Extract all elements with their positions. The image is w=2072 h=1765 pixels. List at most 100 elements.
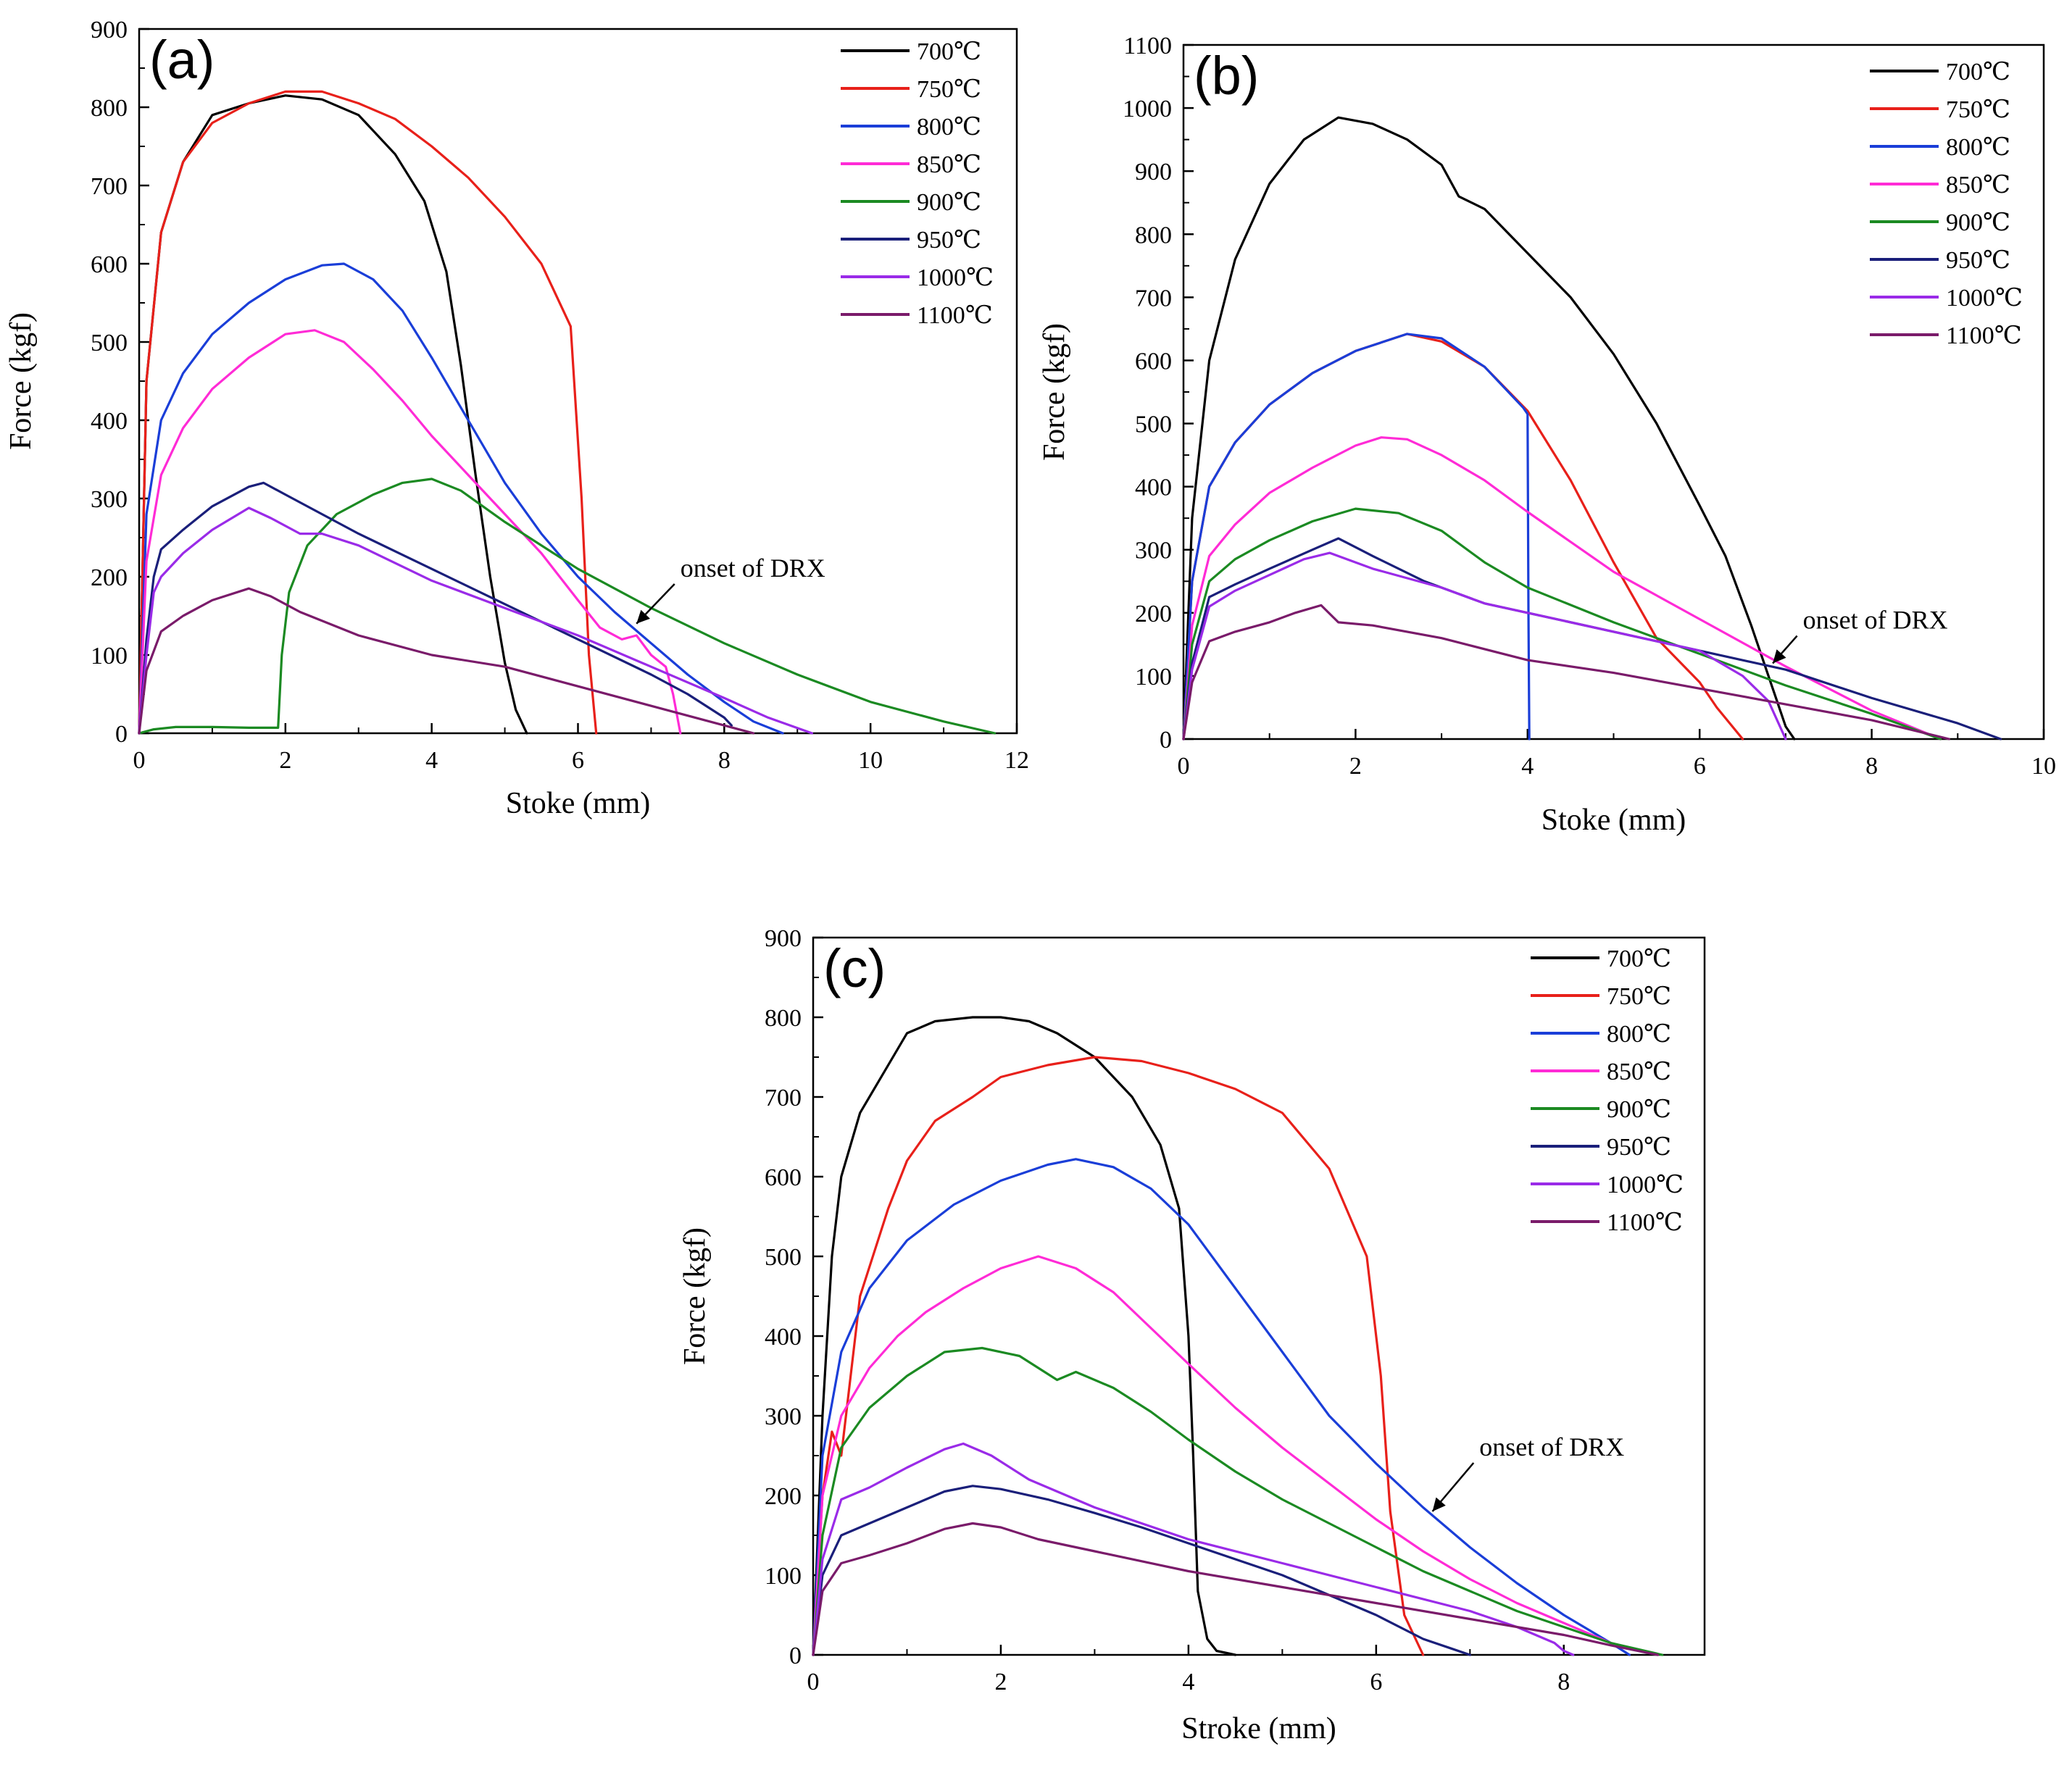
y-tick-label: 200 [1135, 601, 1172, 627]
y-tick-label: 0 [115, 721, 128, 748]
annotation-onset-drx: onset of DRX [681, 554, 825, 583]
y-tick-label: 900 [1135, 159, 1172, 185]
legend-label: 700℃ [917, 38, 981, 65]
y-tick-label: 100 [1135, 664, 1172, 690]
y-tick-label: 800 [91, 95, 128, 122]
y-tick-label: 0 [1160, 727, 1172, 754]
y-axis-label: Force (kgf) [678, 1227, 712, 1365]
legend-label: 700℃ [1607, 946, 1671, 972]
y-tick-label: 500 [91, 330, 128, 356]
annotation-arrowhead [1432, 1497, 1446, 1511]
legend-label: 1000℃ [917, 264, 994, 291]
series-line-3 [1182, 333, 1531, 740]
x-tick-label: 8 [718, 747, 731, 774]
annotation-arrowhead [636, 609, 650, 624]
y-tick-label: 400 [91, 408, 128, 435]
y-tick-label: 200 [765, 1483, 802, 1510]
x-tick-label: 6 [572, 747, 584, 774]
x-tick-label: 2 [279, 747, 291, 774]
series-line-1 [812, 1016, 1237, 1656]
series-line-7 [138, 506, 814, 735]
series-line-1 [138, 94, 528, 735]
legend-label: 750℃ [1946, 96, 2010, 123]
y-tick-label: 400 [1135, 475, 1172, 501]
y-tick-label: 200 [91, 564, 128, 591]
y-axis-label: Force (kgf) [4, 312, 38, 450]
y-tick-label: 900 [91, 17, 128, 43]
series-line-5 [812, 1346, 1664, 1656]
y-tick-label: 700 [765, 1085, 802, 1111]
y-tick-label: 800 [1135, 222, 1172, 249]
x-tick-label: 8 [1865, 753, 1878, 780]
x-tick-label: 4 [1182, 1669, 1194, 1695]
series-line-5 [138, 477, 997, 735]
legend-label: 1000℃ [1607, 1172, 1684, 1198]
series-line-5 [1182, 507, 1942, 740]
x-tick-label: 0 [1178, 753, 1190, 780]
series-line-3 [138, 262, 784, 735]
y-tick-label: 1100 [1123, 33, 1172, 59]
x-tick-label: 2 [994, 1669, 1007, 1695]
series-line-6 [138, 481, 733, 735]
legend-label: 1100℃ [917, 302, 993, 329]
y-tick-label: 300 [765, 1403, 802, 1430]
x-tick-label: 6 [1370, 1669, 1382, 1695]
plot-frame [1182, 43, 2045, 740]
legend-label: 850℃ [917, 151, 981, 178]
y-tick-label: 300 [1135, 538, 1172, 564]
x-tick-label: 2 [1349, 753, 1362, 780]
annotation-onset-drx: onset of DRX [1479, 1432, 1624, 1461]
y-tick-label: 600 [1135, 348, 1172, 375]
legend-label: 800℃ [1607, 1021, 1671, 1048]
x-tick-label: 4 [1521, 753, 1534, 780]
legend-label: 1100℃ [1607, 1209, 1683, 1236]
legend-label: 850℃ [1607, 1059, 1671, 1085]
y-tick-label: 100 [765, 1563, 802, 1590]
y-tick-label: 400 [765, 1324, 802, 1351]
x-axis-label: Stroke (mm) [1181, 1712, 1336, 1745]
annotation-onset-drx: onset of DRX [1803, 606, 1948, 635]
series-line-6 [812, 1485, 1471, 1656]
x-tick-label: 6 [1694, 753, 1706, 780]
y-tick-label: 800 [765, 1005, 802, 1032]
panel-label: (c) [823, 938, 886, 998]
legend-label: 900℃ [1607, 1096, 1671, 1123]
series-line-8 [138, 587, 755, 735]
legend-label: 700℃ [1946, 59, 2010, 85]
series-line-4 [1182, 436, 1942, 740]
legend-label: 750℃ [917, 76, 981, 103]
panel-label: (b) [1194, 46, 1259, 106]
legend-label: 1100℃ [1946, 322, 2022, 349]
x-axis-label: Stoke (mm) [506, 787, 650, 820]
x-axis-label: Stoke (mm) [1541, 804, 1686, 837]
x-tick-label: 4 [425, 747, 438, 774]
y-tick-label: 100 [91, 643, 128, 669]
y-tick-label: 500 [765, 1244, 802, 1271]
series-line-8 [1182, 604, 1950, 740]
y-tick-label: 0 [789, 1643, 802, 1669]
legend-label: 950℃ [1946, 247, 2010, 274]
plot-frame [812, 936, 1706, 1656]
panel-a: 0 2 4 6 8 10 12 0 100 200 300 400 500 600 700 800 900 Sto… [4, 17, 1029, 820]
series-line-1 [1182, 116, 1796, 740]
x-tick-label: 12 [1004, 747, 1029, 774]
series-line-4 [812, 1255, 1659, 1656]
legend-label: 950℃ [917, 227, 981, 254]
panel-c: 0 2 4 6 8 0 100 200 300 400 500 600 700 800 900 Stroke … [678, 925, 1706, 1745]
legend-label: 900℃ [917, 189, 981, 216]
legend-label: 850℃ [1946, 172, 2010, 199]
x-tick-label: 0 [807, 1669, 820, 1695]
annotation-arrowhead [1773, 649, 1786, 664]
legend-label: 750℃ [1607, 983, 1671, 1010]
x-tick-label: 8 [1557, 1669, 1570, 1695]
x-tick-label: 0 [133, 747, 146, 774]
y-tick-label: 700 [1135, 285, 1172, 312]
plot-frame [138, 28, 1018, 735]
series-line-4 [138, 329, 682, 735]
series-line-7 [812, 1442, 1575, 1656]
y-tick-label: 900 [765, 925, 802, 952]
y-tick-label: 600 [765, 1164, 802, 1191]
legend-label: 800℃ [917, 114, 981, 141]
y-tick-label: 500 [1135, 412, 1172, 438]
